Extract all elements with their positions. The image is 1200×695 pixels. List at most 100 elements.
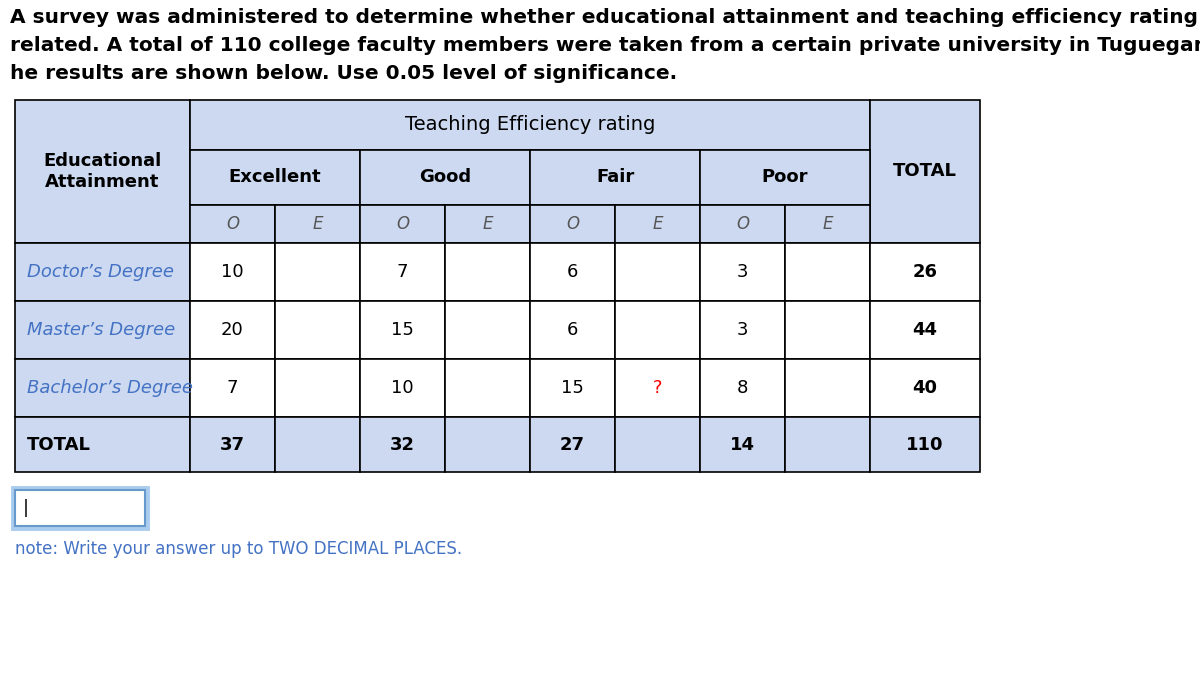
- Text: 8: 8: [737, 379, 748, 397]
- Bar: [785, 359, 870, 417]
- Bar: [14, 490, 145, 526]
- Text: 6: 6: [566, 321, 578, 339]
- Text: E: E: [312, 215, 323, 233]
- Bar: [870, 100, 980, 243]
- Text: A survey was administered to determine whether educational attainment and teachi: A survey was administered to determine w…: [10, 8, 1200, 27]
- Bar: [275, 417, 360, 472]
- Bar: [275, 243, 360, 301]
- Text: 10: 10: [221, 263, 244, 281]
- Bar: [870, 359, 980, 417]
- Bar: [360, 417, 445, 472]
- Bar: [445, 243, 530, 301]
- Bar: [275, 301, 360, 359]
- Bar: [190, 100, 870, 150]
- Bar: [700, 205, 785, 243]
- Text: TOTAL: TOTAL: [893, 163, 956, 181]
- Text: 37: 37: [220, 436, 245, 454]
- Text: 14: 14: [730, 436, 755, 454]
- Bar: [190, 301, 275, 359]
- Bar: [14, 100, 190, 243]
- Bar: [870, 417, 980, 472]
- Bar: [14, 417, 190, 472]
- Bar: [616, 359, 700, 417]
- Bar: [700, 359, 785, 417]
- Bar: [275, 359, 360, 417]
- Bar: [14, 301, 190, 359]
- Bar: [14, 243, 190, 301]
- Bar: [616, 301, 700, 359]
- Bar: [530, 243, 616, 301]
- Text: Master’s Degree: Master’s Degree: [28, 321, 175, 339]
- Text: 10: 10: [391, 379, 414, 397]
- Text: Fair: Fair: [596, 168, 634, 186]
- Bar: [190, 359, 275, 417]
- Bar: [360, 243, 445, 301]
- Bar: [13, 488, 148, 528]
- Bar: [700, 150, 870, 205]
- Bar: [785, 301, 870, 359]
- Bar: [700, 417, 785, 472]
- Bar: [360, 205, 445, 243]
- Bar: [616, 243, 700, 301]
- Bar: [360, 359, 445, 417]
- Bar: [530, 359, 616, 417]
- Bar: [870, 243, 980, 301]
- Text: E: E: [482, 215, 493, 233]
- Bar: [700, 243, 785, 301]
- Text: |: |: [23, 499, 29, 517]
- Text: O: O: [566, 215, 580, 233]
- Bar: [360, 301, 445, 359]
- Text: 26: 26: [912, 263, 937, 281]
- Bar: [530, 301, 616, 359]
- Text: 3: 3: [737, 263, 749, 281]
- Text: 6: 6: [566, 263, 578, 281]
- Bar: [190, 417, 275, 472]
- Text: 40: 40: [912, 379, 937, 397]
- Bar: [190, 150, 360, 205]
- Bar: [445, 417, 530, 472]
- Text: note: Write your answer up to TWO DECIMAL PLACES.: note: Write your answer up to TWO DECIMA…: [14, 540, 462, 558]
- Text: Good: Good: [419, 168, 472, 186]
- Bar: [870, 301, 980, 359]
- Bar: [360, 150, 530, 205]
- Text: O: O: [736, 215, 749, 233]
- Bar: [700, 301, 785, 359]
- Bar: [445, 359, 530, 417]
- Bar: [190, 243, 275, 301]
- Text: 15: 15: [391, 321, 414, 339]
- Text: TOTAL: TOTAL: [28, 436, 91, 454]
- Text: ?: ?: [653, 379, 662, 397]
- Bar: [445, 301, 530, 359]
- Bar: [530, 205, 616, 243]
- Bar: [445, 205, 530, 243]
- Text: 110: 110: [906, 436, 943, 454]
- Text: 32: 32: [390, 436, 415, 454]
- Bar: [275, 205, 360, 243]
- Text: related. A total of 110 college faculty members were taken from a certain privat: related. A total of 110 college faculty …: [10, 36, 1200, 55]
- Bar: [616, 205, 700, 243]
- Text: 27: 27: [560, 436, 586, 454]
- Text: 15: 15: [562, 379, 584, 397]
- Text: Doctor’s Degree: Doctor’s Degree: [28, 263, 174, 281]
- Bar: [785, 417, 870, 472]
- Text: 7: 7: [227, 379, 239, 397]
- Bar: [785, 243, 870, 301]
- Bar: [190, 205, 275, 243]
- Bar: [530, 417, 616, 472]
- Text: Poor: Poor: [762, 168, 809, 186]
- Text: E: E: [822, 215, 833, 233]
- Text: Teaching Efficiency rating: Teaching Efficiency rating: [404, 115, 655, 135]
- Text: 44: 44: [912, 321, 937, 339]
- Text: he results are shown below. Use 0.05 level of significance.: he results are shown below. Use 0.05 lev…: [10, 64, 677, 83]
- Text: Bachelor’s Degree: Bachelor’s Degree: [28, 379, 193, 397]
- Bar: [14, 359, 190, 417]
- Text: O: O: [396, 215, 409, 233]
- Bar: [785, 205, 870, 243]
- Text: O: O: [226, 215, 239, 233]
- Text: 20: 20: [221, 321, 244, 339]
- Bar: [530, 150, 700, 205]
- Bar: [616, 417, 700, 472]
- Text: Excellent: Excellent: [229, 168, 322, 186]
- Text: 7: 7: [397, 263, 408, 281]
- Text: Educational
Attainment: Educational Attainment: [43, 152, 162, 191]
